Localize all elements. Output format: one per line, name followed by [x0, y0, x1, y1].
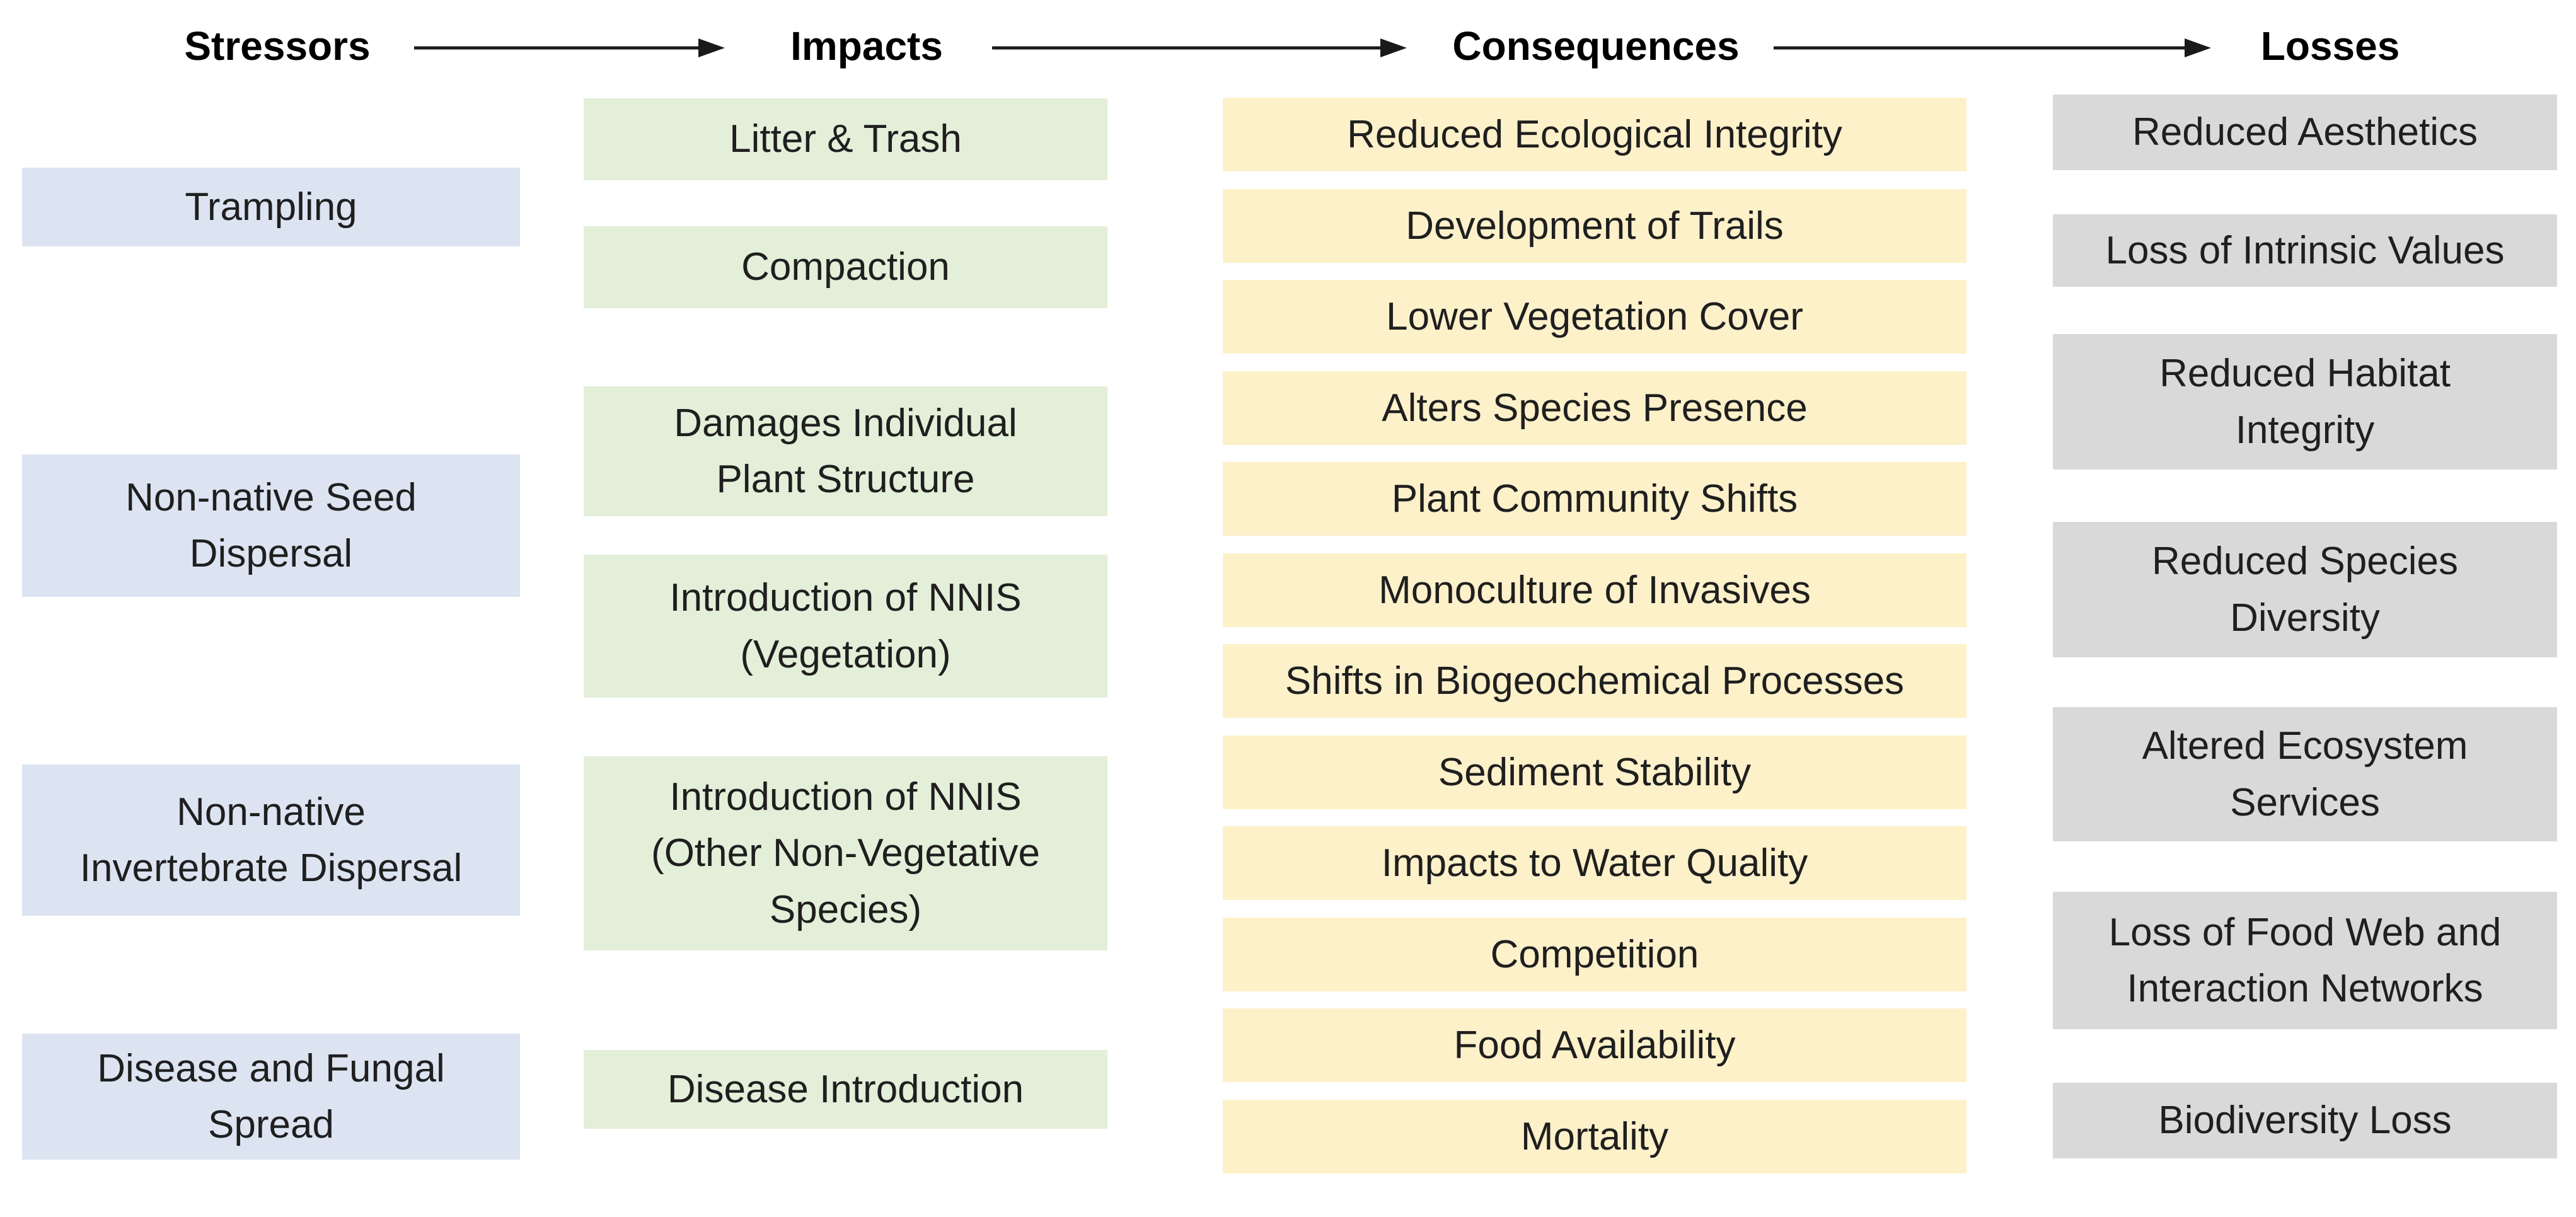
impact-box: Compaction	[584, 226, 1107, 308]
impact-box: Introduction of NNIS (Vegetation)	[584, 555, 1107, 698]
loss-box: Reduced Habitat Integrity	[2053, 334, 2557, 470]
consequence-box: Plant Community Shifts	[1223, 462, 1967, 536]
consequence-box: Development of Trails	[1223, 189, 1967, 263]
arrow-stressors-to-impacts	[414, 38, 725, 57]
arrow-impacts-to-consequences	[992, 38, 1407, 57]
column-header-stressors: Stressors	[184, 23, 371, 69]
arrow-consequences-to-losses	[1774, 38, 2211, 57]
stressor-box: Non-native Seed Dispersal	[22, 454, 520, 597]
loss-box: Reduced Species Diversity	[2053, 522, 2557, 657]
loss-box: Altered Ecosystem Services	[2053, 707, 2557, 841]
loss-box: Loss of Intrinsic Values	[2053, 214, 2557, 287]
consequence-box: Monoculture of Invasives	[1223, 553, 1967, 627]
consequence-box: Reduced Ecological Integrity	[1223, 98, 1967, 171]
consequence-box: Food Availability	[1223, 1008, 1967, 1082]
consequence-box: Mortality	[1223, 1100, 1967, 1174]
consequence-box: Impacts to Water Quality	[1223, 826, 1967, 900]
consequence-box: Competition	[1223, 918, 1967, 991]
column-header-consequences: Consequences	[1452, 23, 1740, 69]
impact-box: Introduction of NNIS (Other Non-Vegetati…	[584, 756, 1107, 950]
impact-box: Damages Individual Plant Structure	[584, 386, 1107, 516]
consequence-box: Sediment Stability	[1223, 735, 1967, 809]
column-header-impacts: Impacts	[790, 23, 943, 69]
consequence-box: Shifts in Biogeochemical Processes	[1223, 644, 1967, 718]
stressor-box: Trampling	[22, 168, 520, 246]
loss-box: Reduced Aesthetics	[2053, 95, 2557, 170]
stressor-box: Disease and Fungal Spread	[22, 1034, 520, 1160]
consequence-box: Lower Vegetation Cover	[1223, 280, 1967, 354]
column-header-losses: Losses	[2260, 23, 2400, 69]
impact-box: Litter & Trash	[584, 98, 1107, 180]
stressor-box: Non-native Invertebrate Dispersal	[22, 764, 520, 916]
consequence-box: Alters Species Presence	[1223, 371, 1967, 445]
impact-box: Disease Introduction	[584, 1050, 1107, 1129]
loss-box: Loss of Food Web and Interaction Network…	[2053, 892, 2557, 1029]
loss-box: Biodiversity Loss	[2053, 1083, 2557, 1158]
